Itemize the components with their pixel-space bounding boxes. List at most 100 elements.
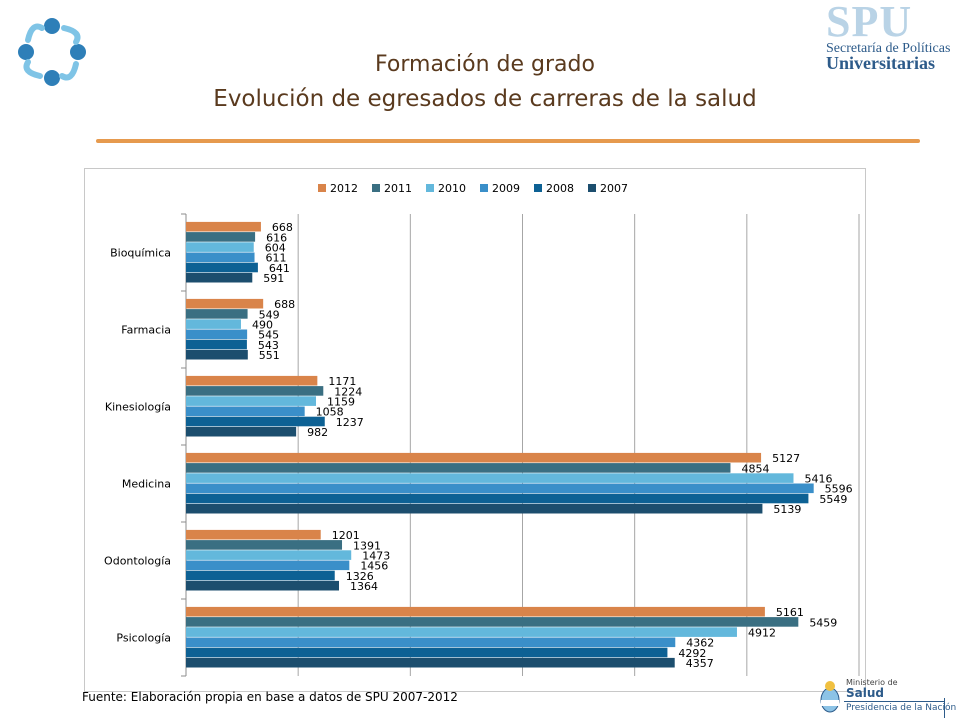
data-label: 1058 <box>316 406 344 419</box>
legend-label: 2010 <box>438 182 466 195</box>
data-label: 4357 <box>686 657 714 670</box>
data-label: 1201 <box>332 529 360 542</box>
bar-chart: Bioquímica668616604611641591Farmacia6885… <box>104 182 860 677</box>
bar <box>186 329 248 340</box>
bar <box>186 503 763 514</box>
data-label: 5416 <box>804 473 832 486</box>
data-label: 611 <box>266 252 287 265</box>
data-label: 4912 <box>748 627 776 640</box>
bar <box>186 452 762 463</box>
bar <box>186 272 253 283</box>
chart-frame: Bioquímica 668 616 604 611 641 591 Farmacia 688 5… <box>84 168 866 692</box>
bar <box>186 232 256 242</box>
bar <box>186 529 321 540</box>
spu-logo-line2: Universitarias <box>826 53 935 73</box>
bar <box>186 416 325 427</box>
data-label: 5596 <box>825 483 853 496</box>
bar <box>186 396 317 406</box>
bar <box>186 463 731 473</box>
ministry-logo: Ministerio de Salud Presidencia de la Na… <box>818 676 956 718</box>
coat-of-arms-icon <box>820 681 840 713</box>
data-label: 5127 <box>772 452 800 465</box>
ministry-logo-line3: Presidencia de la Nación <box>846 703 957 713</box>
data-label: 604 <box>265 242 286 255</box>
legend-swatch <box>480 184 488 192</box>
data-label: 549 <box>259 308 280 321</box>
data-label: 545 <box>258 329 279 342</box>
bar <box>186 617 799 627</box>
legend-label: 2008 <box>546 182 574 195</box>
bar <box>186 493 809 504</box>
ministry-logo-line1: Ministerio de <box>846 678 898 687</box>
legend-label: 2007 <box>600 182 628 195</box>
bar <box>186 252 255 263</box>
ministry-logo-rule <box>844 701 944 702</box>
category-label: Kinesiología <box>105 401 171 414</box>
data-label: 5459 <box>809 616 837 629</box>
data-label: 4854 <box>741 462 769 475</box>
legend-label: 2009 <box>492 182 520 195</box>
ministry-logo-line2: Salud <box>846 686 884 700</box>
bar <box>186 540 343 550</box>
data-label: 5549 <box>819 493 847 506</box>
bar <box>186 580 339 591</box>
data-label: 1237 <box>336 416 364 429</box>
bar <box>186 627 737 637</box>
data-label: 616 <box>266 231 287 244</box>
data-label: 1224 <box>334 385 362 398</box>
data-label: 1326 <box>346 570 374 583</box>
ministry-logo-vrule <box>944 698 945 718</box>
legend-swatch <box>588 184 596 192</box>
data-label: 5139 <box>773 503 801 516</box>
bar <box>186 657 675 668</box>
legend-swatch <box>318 184 326 192</box>
data-label: 1473 <box>362 550 390 563</box>
data-label: 1159 <box>327 396 355 409</box>
bar <box>186 550 352 560</box>
spu-logo-line1: Secretaría de Políticas <box>826 41 951 56</box>
data-label: 1171 <box>328 375 356 388</box>
bar <box>186 637 676 648</box>
data-label: 982 <box>307 426 328 439</box>
bar <box>186 386 324 396</box>
category-label: Psicología <box>116 632 171 645</box>
data-label: 4292 <box>678 647 706 660</box>
category-label: Odontología <box>104 555 171 568</box>
data-label: 551 <box>259 349 280 362</box>
data-label: 5161 <box>776 606 804 619</box>
data-label: 4362 <box>686 637 714 650</box>
bar <box>186 375 318 386</box>
legend-swatch <box>372 184 380 192</box>
legend-swatch <box>534 184 542 192</box>
title-divider <box>96 139 920 143</box>
logo-circles-icon <box>18 18 86 86</box>
data-label: 591 <box>263 272 284 285</box>
spu-logo: SPU Secretaría de Políticas Universitari… <box>826 0 960 76</box>
data-label: 688 <box>274 298 295 311</box>
bar <box>186 606 765 617</box>
bar <box>186 570 335 581</box>
bar <box>186 298 264 309</box>
bar <box>186 221 261 232</box>
source-note: Fuente: Elaboración propia en base a dat… <box>82 690 458 704</box>
data-label: 668 <box>272 221 293 234</box>
data-label: 1456 <box>360 560 388 573</box>
bar <box>186 426 297 437</box>
data-label: 1391 <box>353 539 381 552</box>
category-label: Bioquímica <box>110 247 171 260</box>
bar <box>186 319 241 329</box>
legend-swatch <box>426 184 434 192</box>
bar <box>186 473 794 483</box>
category-label: Farmacia <box>121 324 171 337</box>
bar <box>186 309 248 319</box>
data-label: 543 <box>258 339 279 352</box>
bar <box>186 483 814 494</box>
page-subtitle: Evolución de egresados de carreras de la… <box>213 86 757 112</box>
bar <box>186 560 350 571</box>
bar <box>186 339 247 350</box>
data-label: 490 <box>252 319 273 332</box>
bar <box>186 262 258 273</box>
page-title: Formación de grado <box>375 52 595 77</box>
bar <box>186 349 248 360</box>
legend-label: 2012 <box>330 182 358 195</box>
